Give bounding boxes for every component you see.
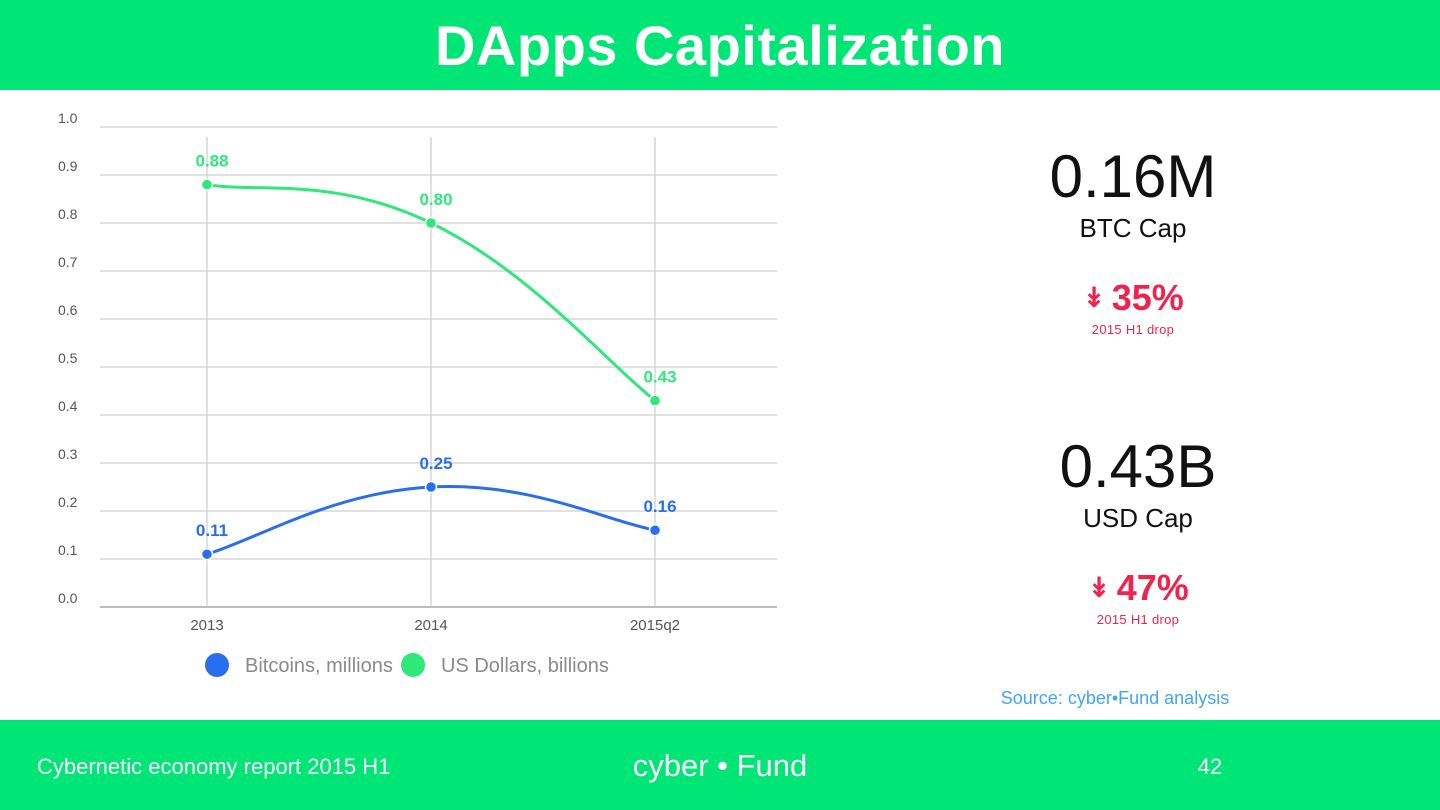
data-label: 0.88: [195, 152, 228, 171]
data-label: 0.43: [643, 368, 676, 387]
y-tick-label: 0.8: [58, 206, 78, 222]
legend-marker: [205, 653, 229, 677]
y-tick-label: 0.2: [58, 494, 78, 510]
btc-cap-label: BTC Cap: [1079, 213, 1187, 243]
y-tick-label: 1.0: [58, 110, 78, 126]
y-tick-label: 0.0: [58, 590, 78, 606]
y-tick-label: 0.3: [58, 446, 78, 462]
usd-cap-value: 0.43B: [1059, 433, 1217, 500]
legend-label: Bitcoins, millions: [245, 655, 393, 677]
data-point: [424, 216, 438, 230]
data-label: 0.11: [196, 521, 228, 540]
slide-title: DApps Capitalization: [434, 13, 1006, 77]
usd-drop-note: 2015 H1 drop: [1096, 612, 1180, 627]
btc-drop-note: 2015 H1 drop: [1091, 322, 1175, 337]
x-tick-label: 2013: [190, 617, 223, 634]
arrow-down-icon: ↡: [1087, 572, 1111, 603]
chart-svg: 0.0 0.1 0.2 0.3 0.4 0.5 0.6 0.7 0.8 0.9 1.0 2013 201…: [58, 110, 777, 677]
btc-cap-stat: 0.16M BTC Cap: [953, 147, 1313, 244]
report-title: Cybernetic economy report 2015 H1: [37, 754, 391, 779]
page-number: 42: [1197, 754, 1223, 779]
btc-drop: ↡ 35% 2015 H1 drop: [953, 277, 1313, 338]
data-label: 0.16: [643, 497, 676, 516]
legend-marker: [401, 653, 425, 677]
data-label: 0.25: [419, 454, 452, 473]
x-tick-label: 2014: [414, 617, 447, 634]
usd-drop-percent: 47%: [1116, 567, 1189, 608]
btc-cap-value: 0.16M: [1049, 143, 1217, 210]
y-tick-label: 0.5: [58, 350, 78, 366]
header-bar: DApps Capitalization: [0, 0, 1440, 90]
brand-logo-text: cyber • Fund: [632, 748, 808, 783]
data-label: 0.80: [419, 190, 452, 209]
data-point: [648, 394, 662, 407]
btc-drop-percent: 35%: [1111, 277, 1184, 318]
data-point: [648, 523, 662, 537]
y-tick-label: 0.9: [58, 158, 78, 174]
data-point: [424, 480, 438, 494]
usd-cap-label: USD Cap: [1083, 503, 1193, 533]
source-note: Source: cyber•Fund analysis: [1000, 688, 1230, 708]
data-point: [200, 547, 214, 561]
y-tick-label: 0.7: [58, 254, 78, 270]
y-tick-label: 0.6: [58, 302, 78, 318]
usd-cap-stat: 0.43B USD Cap: [958, 437, 1318, 534]
data-point: [200, 178, 214, 191]
arrow-down-icon: ↡: [1082, 282, 1106, 313]
x-tick-label: 2015q2: [630, 617, 680, 634]
y-tick-label: 0.1: [58, 542, 78, 558]
footer-bar: Cybernetic economy report 2015 H1 cyber …: [0, 720, 1440, 810]
usd-drop: ↡ 47% 2015 H1 drop: [958, 567, 1318, 628]
line-chart: 0.0 0.1 0.2 0.3 0.4 0.5 0.6 0.7 0.8 0.9 1.0 2013 201…: [40, 105, 800, 705]
legend-label: US Dollars, billions: [441, 655, 609, 677]
y-tick-label: 0.4: [58, 398, 78, 414]
